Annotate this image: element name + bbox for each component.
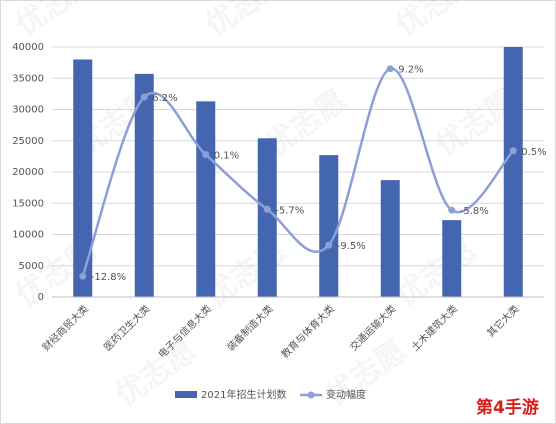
data-label: 0.5% [521,147,546,158]
y-tick-label: 40000 [12,42,44,53]
y-tick-label: 15000 [12,198,44,209]
bar [503,47,523,297]
line-point [386,65,394,73]
y-tick-label: 35000 [12,73,44,84]
legend-label: 2021年招生计划数 [201,388,286,401]
y-tick-label: 0 [38,292,44,303]
bar [257,138,277,297]
y-tick-label: 5000 [19,261,44,272]
line-point [263,205,271,213]
legend-swatch [175,391,197,398]
bar [442,220,462,297]
bar [380,180,400,297]
line-point [79,272,87,280]
y-tick-label: 25000 [12,136,44,147]
line-point [448,206,456,214]
y-tick-label: 20000 [12,167,44,178]
bar [134,73,154,297]
data-label: 6.2% [152,93,177,104]
line-point [509,147,517,155]
data-label: 0.1% [214,151,239,162]
logo: 第4手游 [476,397,539,418]
data-label: -12.8% [91,272,126,283]
data-label: 9.2% [398,65,423,76]
bar [319,155,339,297]
line-point [202,151,210,159]
line-point [140,93,148,101]
data-label: -9.5% [337,241,366,252]
data-label: -5.7% [275,205,304,216]
bar [196,101,216,297]
data-label: -5.8% [460,206,489,217]
bar [73,59,93,297]
line-point [325,241,333,249]
legend-swatch [307,391,315,399]
y-tick-label: 30000 [12,105,44,116]
y-tick-label: 10000 [12,230,44,241]
legend-label: 变动幅度 [326,388,366,401]
